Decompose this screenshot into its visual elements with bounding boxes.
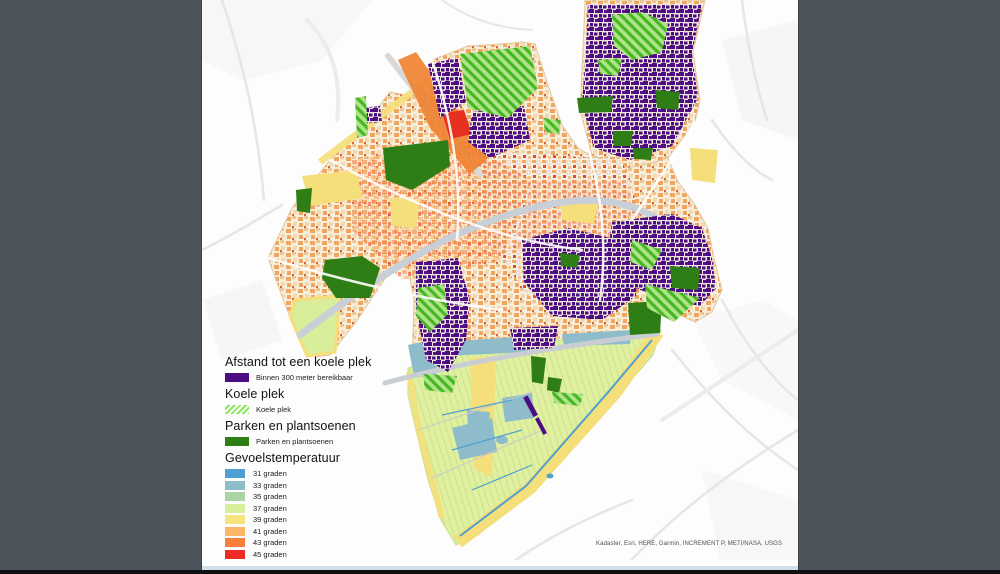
legend-temp-row: 33 graden: [225, 480, 435, 492]
parks: [296, 90, 700, 393]
legend-swatch-35: [225, 492, 245, 502]
map-bottom-blue-strip: [202, 566, 798, 570]
koele-plek-hatched: [355, 12, 700, 406]
outside-suburb-blobs: [202, 0, 798, 570]
purple-300m-clusters: [358, 4, 716, 435]
window-bottom-strip: [0, 570, 1000, 574]
left-letterbox-panel: [0, 0, 202, 570]
right-letterbox-panel: [798, 0, 1000, 570]
map-bottom-white-strip: [202, 560, 798, 566]
map-viewport[interactable]: Afstand tot een koele plek Binnen 300 me…: [202, 0, 798, 570]
legend-swatch-41: [225, 526, 245, 536]
map-legend: Afstand tot een koele plek Binnen 300 me…: [225, 355, 435, 560]
legend-item-binnen-300m: Binnen 300 meter bereikbaar: [225, 373, 435, 382]
legend-temp-row: 43 graden: [225, 537, 435, 549]
legend-swatch-green: [225, 437, 249, 446]
legend-swatch-33: [225, 480, 245, 490]
legend-temp-row: 39 graden: [225, 514, 435, 526]
heat-31-lines: [441, 339, 653, 537]
legend-swatch-31: [225, 469, 245, 479]
legend-swatch-43: [225, 538, 245, 548]
legend-item-parken: Parken en plantsoenen: [225, 437, 435, 446]
legend-swatch-45: [225, 549, 245, 559]
legend-swatch-hatch: [225, 405, 249, 414]
city-heat-map[interactable]: [202, 0, 798, 570]
legend-swatch-39: [225, 515, 245, 525]
legend-heading-koele-plek: Koele plek: [225, 387, 285, 401]
legend-temp-row: 31 graden: [225, 468, 435, 480]
legend-swatch-37: [225, 503, 245, 513]
legend-temp-row: 41 graden: [225, 526, 435, 538]
heat-39-patches: [302, 77, 718, 548]
legend-heading-parken: Parken en plantsoenen: [225, 419, 356, 433]
map-attribution: Kadaster, Esri, HERE, Garmin, INCREMENT …: [596, 541, 782, 547]
legend-temp-row: 37 graden: [225, 503, 435, 515]
legend-swatch-purple: [225, 373, 249, 382]
city-roads: [266, 58, 697, 312]
legend-temp-row: 35 graden: [225, 491, 435, 503]
legend-heading-afstand: Afstand tot een koele plek: [225, 355, 372, 369]
legend-item-koele-plek: Koele plek: [225, 405, 435, 414]
legend-temp-row: 45 graden: [225, 549, 435, 561]
legend-heading-gevoelstemperatuur: Gevoelstemperatuur: [225, 451, 341, 465]
